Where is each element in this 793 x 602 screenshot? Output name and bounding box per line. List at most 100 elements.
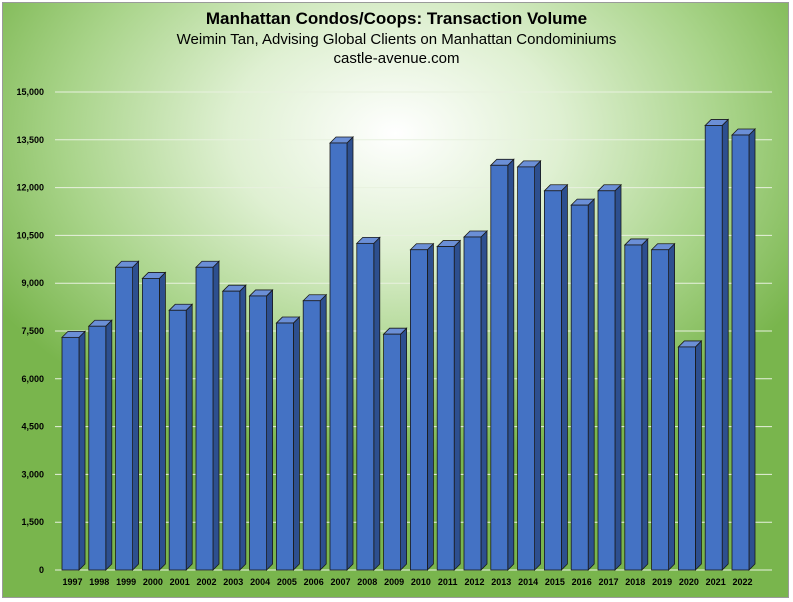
bar — [623, 237, 649, 571]
y-tick-label: 4,500 — [21, 422, 44, 432]
bar-side — [614, 183, 622, 571]
bar-front — [463, 236, 482, 571]
y-tick-label: 12,000 — [16, 183, 44, 193]
bar — [382, 327, 408, 571]
x-tick-label: 2013 — [491, 577, 511, 587]
bar-front — [115, 266, 133, 571]
bar-front — [544, 190, 562, 571]
x-tick-label: 2015 — [545, 577, 565, 587]
bar-side — [132, 260, 140, 571]
bar-side — [373, 236, 381, 571]
bar — [704, 118, 730, 571]
y-tick-label: 0 — [39, 565, 44, 575]
bar-front — [302, 300, 321, 571]
bar-front — [383, 333, 402, 571]
bar-front — [731, 134, 750, 571]
bar-front — [704, 125, 723, 571]
bar — [87, 319, 113, 571]
bar — [329, 136, 354, 571]
bar-side — [587, 198, 595, 571]
bar — [114, 260, 140, 571]
bar-side — [426, 242, 434, 571]
bar-front — [597, 190, 616, 571]
bar — [570, 198, 596, 571]
x-tick-label: 2011 — [438, 577, 458, 587]
x-tick-label: 1997 — [62, 577, 82, 587]
x-tick-label: 2001 — [170, 577, 190, 587]
bar-front — [409, 249, 428, 571]
bar-front — [570, 204, 589, 571]
bar-front — [168, 309, 187, 571]
bar-front — [249, 295, 268, 571]
bar-side — [212, 260, 220, 571]
chart-subtitle: Weimin Tan, Advising Global Clients on M… — [176, 31, 617, 48]
bar — [463, 230, 488, 571]
bar-side — [534, 159, 541, 571]
bar-side — [507, 158, 515, 571]
bar-front — [195, 266, 214, 571]
x-tick-label: 2005 — [277, 577, 297, 587]
y-tick-label: 3,000 — [21, 469, 44, 479]
x-tick-label: 2020 — [679, 577, 699, 587]
y-axis-ticks: 0 1,500 3,000 4,500 6,000 7,500 9,000 10,500 12,… — [16, 87, 44, 575]
bar-front — [222, 290, 241, 571]
bar — [731, 128, 756, 571]
bar — [302, 293, 328, 571]
bar — [275, 316, 301, 571]
bar-side — [346, 136, 354, 571]
chart-titles: Manhattan Condos/Coops: Transaction Volu… — [0, 8, 793, 68]
bar-side — [480, 230, 488, 571]
bar-front — [678, 346, 696, 571]
y-tick-label: 1,500 — [21, 517, 44, 527]
bar-front — [490, 164, 509, 571]
x-tick-label: 2010 — [411, 577, 431, 587]
y-tick-label: 9,000 — [21, 278, 44, 288]
x-tick-label: 2003 — [223, 577, 243, 587]
bar — [436, 239, 462, 571]
bar-front — [651, 249, 669, 571]
y-tick-label: 7,500 — [21, 326, 44, 336]
bar-front — [517, 166, 535, 571]
x-tick-label: 2000 — [143, 577, 163, 587]
bar-side — [721, 118, 729, 571]
bar-side — [748, 128, 756, 571]
bar — [141, 271, 167, 571]
bar-side — [185, 303, 193, 571]
bar — [61, 330, 86, 571]
x-tick-label: 1999 — [116, 577, 136, 587]
x-tick-label: 2018 — [625, 577, 645, 587]
bar — [195, 260, 220, 571]
bar — [248, 288, 274, 571]
bar-front — [329, 142, 348, 571]
bar-side — [695, 339, 702, 571]
bar — [650, 242, 676, 571]
x-tick-label: 1998 — [89, 577, 109, 587]
x-tick-label: 2019 — [652, 577, 672, 587]
x-tick-label: 2009 — [384, 577, 404, 587]
x-tick-label: 2004 — [250, 577, 270, 587]
bar-side — [292, 316, 300, 571]
bar-side — [561, 183, 568, 571]
chart-site-url: castle-avenue.com — [333, 50, 460, 67]
x-tick-label: 2012 — [464, 577, 484, 587]
bar — [677, 339, 703, 571]
bar-front — [624, 244, 643, 571]
bar-side — [78, 330, 86, 571]
x-tick-label: 2007 — [330, 577, 350, 587]
bar — [489, 158, 515, 571]
x-tick-label: 2002 — [196, 577, 216, 587]
bar-side — [158, 271, 166, 571]
x-tick-label: 2008 — [357, 577, 377, 587]
bar-front — [275, 322, 294, 571]
y-tick-label: 15,000 — [16, 87, 44, 97]
bar — [221, 284, 247, 571]
bar-side — [453, 239, 461, 571]
bar-side — [266, 288, 274, 571]
bar-side — [641, 237, 649, 571]
bar — [355, 236, 381, 571]
bar — [409, 242, 435, 571]
y-tick-label: 10,500 — [16, 230, 44, 240]
bar — [543, 183, 569, 571]
bar-front — [61, 336, 80, 571]
